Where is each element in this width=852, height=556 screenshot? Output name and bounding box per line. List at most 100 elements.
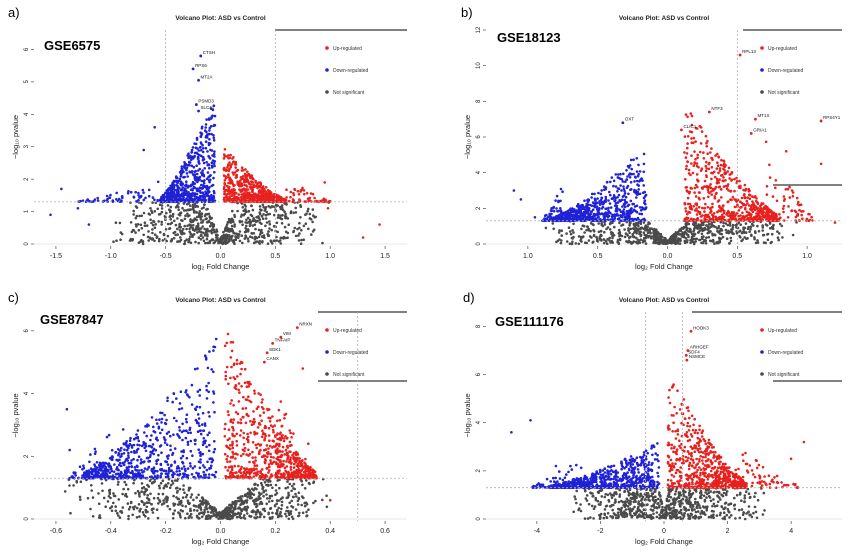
ns-point: [130, 230, 134, 234]
ns-point: [132, 481, 135, 485]
ns-point: [169, 205, 173, 209]
outlier-point: [833, 221, 837, 224]
ns-point: [178, 229, 182, 232]
y-tick-label: 2: [476, 206, 482, 210]
down-regulated-point: [553, 216, 556, 219]
up-regulated-point: [228, 178, 231, 181]
down-regulated-point: [617, 218, 621, 221]
down-regulated-point: [177, 187, 180, 190]
ns-point: [291, 495, 295, 499]
ns-point: [198, 230, 201, 233]
ns-point: [236, 496, 240, 500]
up-regulated-point: [692, 164, 695, 167]
ns-point: [173, 219, 176, 223]
ns-point: [233, 213, 236, 217]
up-regulated-point: [223, 183, 227, 186]
up-regulated-point: [766, 207, 769, 210]
ns-point: [233, 225, 236, 228]
down-regulated-point: [559, 207, 562, 210]
down-regulated-point: [185, 166, 189, 169]
ns-point: [617, 228, 621, 232]
up-regulated-point: [705, 174, 708, 177]
ns-point: [162, 233, 166, 237]
down-regulated-point: [561, 190, 564, 193]
up-regulated-point: [765, 193, 769, 196]
up-regulated-point: [694, 195, 698, 198]
up-regulated-point: [796, 212, 800, 216]
ns-point: [746, 227, 750, 230]
down-regulated-point: [642, 217, 646, 221]
ns-point: [284, 215, 288, 218]
ns-point: [591, 241, 594, 244]
ns-point: [157, 220, 160, 223]
down-regulated-point: [194, 142, 198, 146]
ns-point: [260, 214, 264, 218]
up-regulated-point: [748, 194, 752, 197]
panel-b-plot: 1.0 0.5 0.0 0.5 1.0024681012RPL13NTF3MT1XGRI…: [476, 26, 842, 260]
up-regulated-point: [245, 191, 249, 194]
ns-point: [734, 224, 737, 227]
ns-point: [226, 235, 229, 239]
up-regulated-point: [757, 209, 760, 212]
up-regulated-point: [734, 217, 737, 220]
ns-point: [170, 221, 174, 225]
ns-point: [642, 239, 645, 243]
ns-point: [188, 501, 191, 505]
up-regulated-point: [305, 192, 309, 195]
up-regulated-point: [228, 176, 232, 179]
up-regulated-point: [223, 179, 227, 182]
ns-point: [283, 225, 287, 229]
up-regulated-point: [743, 183, 747, 187]
ns-point: [296, 503, 300, 506]
up-regulated-point: [731, 211, 735, 214]
ns-point: [280, 507, 283, 511]
up-regulated-point: [710, 147, 713, 150]
ns-point: [738, 230, 741, 233]
down-regulated-point: [175, 176, 179, 180]
down-regulated-point: [176, 189, 179, 193]
ns-point: [191, 226, 194, 230]
up-regulated-point: [717, 199, 721, 202]
ns-point: [731, 228, 734, 231]
ns-point: [698, 227, 701, 230]
down-regulated-point: [610, 197, 614, 200]
ns-point: [289, 510, 293, 513]
up-regulated-point: [253, 185, 256, 189]
up-regulated-point: [252, 177, 255, 181]
ns-point: [221, 242, 225, 245]
up-regulated-point: [775, 199, 779, 203]
up-regulated-point: [264, 190, 268, 193]
up-regulated-point: [252, 183, 255, 187]
y-tick-label: 6: [24, 47, 30, 51]
up-regulated-point: [690, 137, 693, 140]
panel-a-ylabel: −log₁₀ pvalue: [11, 115, 20, 159]
ns-point: [258, 221, 262, 224]
ns-point: [203, 227, 206, 231]
ns-point: [691, 240, 695, 243]
down-regulated-point: [184, 191, 187, 195]
ns-point: [610, 232, 613, 236]
ns-point: [152, 219, 155, 223]
ns-point: [311, 230, 315, 233]
ns-point: [265, 221, 269, 224]
ns-point: [262, 515, 266, 519]
up-regulated-point: [706, 215, 710, 218]
up-regulated-point: [746, 202, 749, 205]
ns-point: [183, 491, 186, 495]
up-regulated-point: [695, 202, 699, 205]
ns-point: [160, 223, 163, 226]
up-regulated-point: [704, 202, 707, 206]
ns-point: [148, 501, 151, 505]
up-regulated-point: [755, 206, 759, 210]
ns-point: [79, 480, 83, 484]
y-tick-label: 4: [476, 170, 482, 174]
up-regulated-point: [718, 169, 722, 173]
ns-point: [140, 499, 143, 503]
down-regulated-point: [635, 210, 638, 214]
ns-point: [149, 492, 152, 496]
ns-point: [264, 217, 268, 220]
ns-point: [257, 491, 261, 495]
ns-point: [299, 204, 302, 207]
down-regulated-point: [582, 215, 585, 218]
up-regulated-point: [717, 209, 721, 212]
